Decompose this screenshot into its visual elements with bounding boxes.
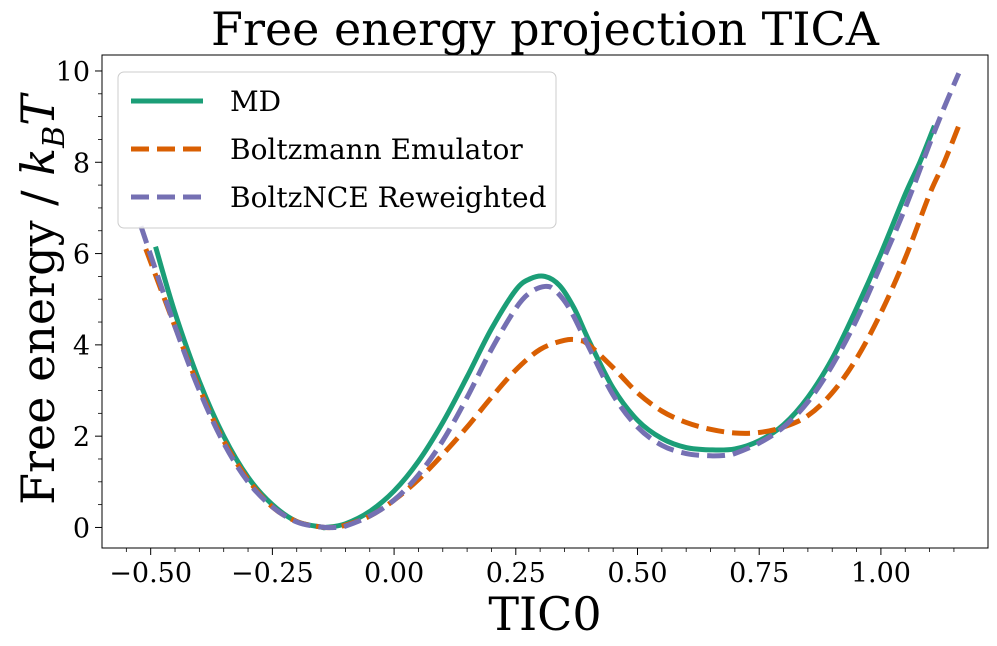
legend-label: BoltzNCE Reweighted: [230, 181, 547, 214]
x-axis-label: TIC0: [488, 587, 601, 641]
y-tick-label: 4: [73, 331, 90, 362]
legend-label: Boltzmann Emulator: [230, 133, 523, 166]
x-tick-label: 0.75: [729, 558, 789, 589]
y-tick-label: 2: [73, 422, 90, 453]
x-tick-label: −0.50: [109, 558, 192, 589]
y-tick-label: 0: [73, 513, 90, 544]
plot-frame: [101, 54, 989, 549]
chart-title: Free energy projection TICA: [211, 2, 880, 56]
y-tick-label: 6: [73, 240, 90, 271]
y-axis-label-text: Free energy /: [11, 176, 65, 505]
y-axis-label: Free energy / kBT: [11, 92, 72, 505]
x-tick-label: 0.50: [607, 558, 667, 589]
y-axis-label-k: k: [11, 148, 65, 176]
x-tick-label: 0.25: [486, 558, 546, 589]
y-axis-label-t: T: [11, 92, 65, 126]
x-axis: −0.50 −0.25 0.00 0.25 0.50 0.75 1.00: [109, 548, 955, 589]
x-tick-label: −0.25: [231, 558, 314, 589]
legend: MD Boltzmann Emulator BoltzNCE Reweighted: [117, 71, 557, 229]
legend-label: MD: [230, 85, 281, 118]
y-axis: 0 2 4 6 8 10: [56, 57, 102, 544]
y-axis-label-subscript: B: [37, 126, 72, 149]
series-layer: [138, 72, 962, 531]
y-tick-label: 8: [73, 148, 90, 179]
y-tick-label: 10: [56, 57, 90, 88]
x-tick-label: 0.00: [364, 558, 424, 589]
legend-box: [117, 71, 557, 229]
series-line-boltznce-reweighted: [138, 72, 962, 531]
x-tick-label: 1.00: [851, 558, 911, 589]
series-line-boltzmann-emulator: [143, 124, 962, 531]
